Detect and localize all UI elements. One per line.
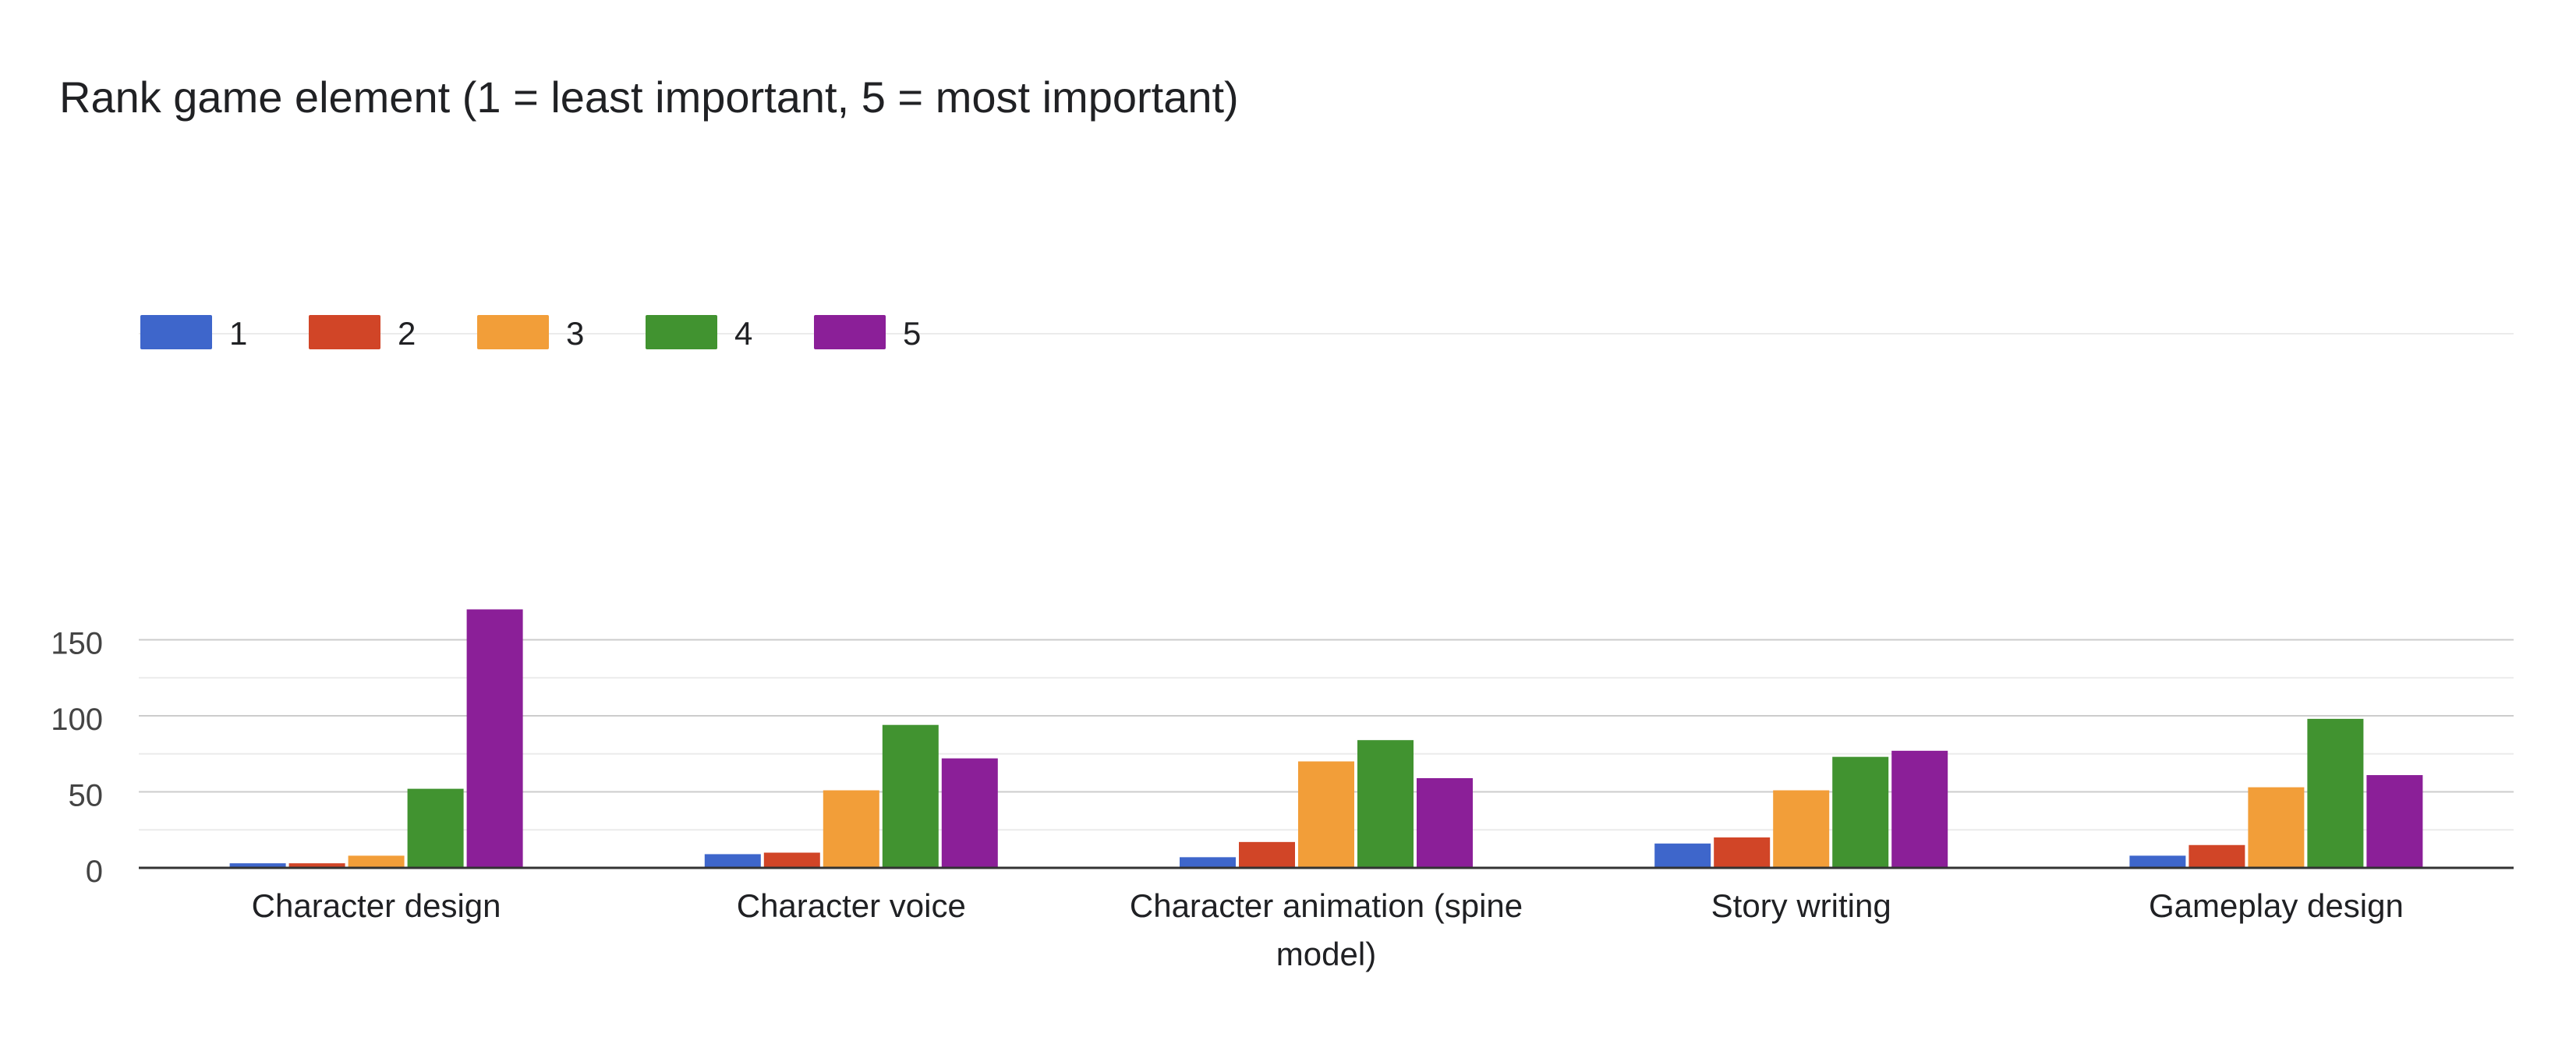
legend-label-1[interactable]: 1 [229,315,247,352]
x-tick-label: Character design [252,887,501,924]
y-tick-label: 100 [51,703,103,737]
bar-character-design-rank-5[interactable] [466,609,523,869]
bar-character-design-rank-1[interactable] [229,863,286,868]
bar-character-voice-rank-5[interactable] [941,758,998,868]
bar-story-writing-rank-3[interactable] [1773,790,1830,868]
bar-gameplay-design-rank-3[interactable] [2248,787,2305,868]
x-tick-label: Story writing [1711,887,1891,924]
bar-character-voice-rank-3[interactable] [823,790,879,868]
bar-character-voice-rank-1[interactable] [704,854,761,868]
bar-character-voice-rank-2[interactable] [763,852,820,869]
legend-label-5[interactable]: 5 [903,315,921,352]
bar-gameplay-design-rank-5[interactable] [2366,775,2423,868]
bar-character-animation-spine-model--rank-1[interactable] [1180,857,1236,868]
chart-title: Rank game element (1 = least important, … [59,73,1239,122]
bar-character-animation-spine-model--rank-3[interactable] [1298,761,1354,869]
legend-swatch-1[interactable] [140,315,212,349]
legend-swatch-5[interactable] [814,315,886,349]
bar-character-design-rank-4[interactable] [407,788,464,868]
bar-character-animation-spine-model--rank-4[interactable] [1357,740,1414,868]
y-tick-label: 0 [86,855,103,889]
bar-story-writing-rank-5[interactable] [1891,750,1948,868]
x-tick-label: Character voice [737,887,966,924]
legend-label-3[interactable]: 3 [566,315,584,352]
legend-swatch-2[interactable] [309,315,380,349]
bar-story-writing-rank-2[interactable] [1714,837,1771,868]
bar-character-voice-rank-4[interactable] [882,724,939,868]
bars [229,609,2423,869]
y-axis: 0 50 100 150 [51,627,103,890]
legend[interactable]: 1 2 3 4 5 [140,315,921,352]
x-axis: Character design Character voice Character… [139,866,2514,972]
legend-label-2[interactable]: 2 [398,315,416,352]
legend-swatch-3[interactable] [477,315,549,349]
bar-character-animation-spine-model--rank-5[interactable] [1417,777,1473,868]
bar-gameplay-design-rank-4[interactable] [2307,718,2364,868]
gridlines [139,333,2514,831]
bar-story-writing-rank-4[interactable] [1832,756,1889,868]
legend-label-4[interactable]: 4 [734,315,752,352]
bar-story-writing-rank-1[interactable] [1654,843,1711,868]
bar-gameplay-design-rank-2[interactable] [2189,844,2245,868]
x-tick-label: Gameplay design [2149,887,2404,924]
x-tick-label: Character animation (spine model) [1130,887,1523,972]
bar-gameplay-design-rank-1[interactable] [2129,855,2186,868]
bar-character-animation-spine-model--rank-2[interactable] [1239,841,1295,868]
y-tick-label: 50 [69,779,104,813]
bar-character-design-rank-2[interactable] [288,863,345,868]
bar-character-design-rank-3[interactable] [348,855,405,868]
legend-swatch-4[interactable] [646,315,717,349]
y-tick-label: 150 [51,627,103,661]
